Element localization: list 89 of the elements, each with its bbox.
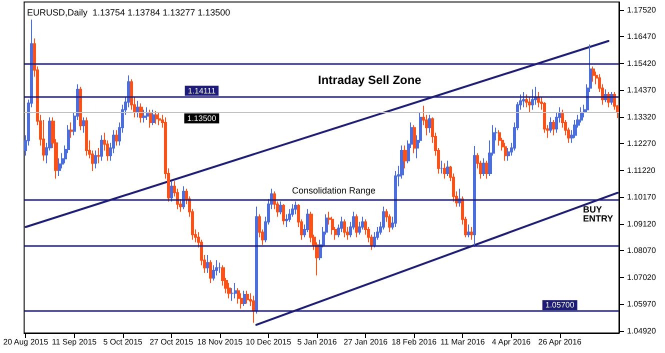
candlestick (252, 295, 255, 324)
text: EURUSD,Daily 1.13754 1.13784 1.13277 1.13500 (27, 8, 230, 18)
candlestick (209, 260, 212, 284)
y-tick-label: 1.16470 (627, 32, 656, 42)
y-tick-label: 1.09120 (627, 219, 656, 228)
y-tick-label: 1.15420 (627, 58, 656, 68)
x-tick-label: 26 Apr 2016 (538, 338, 582, 346)
x-tick-label: 27 Oct 2015 (150, 338, 194, 346)
candlestick (218, 262, 221, 274)
candlestick (355, 214, 358, 238)
x-tick-label: 27 Jan 2016 (344, 338, 388, 346)
candlestick (403, 144, 407, 169)
candlestick (473, 145, 476, 248)
candlestick (443, 162, 446, 180)
candlestick (142, 109, 146, 124)
ref-line-label: 1.14111 (188, 86, 216, 96)
candlestick (243, 290, 246, 306)
ref-line-label: 1.13500 (187, 114, 217, 123)
candlestick (136, 100, 140, 118)
x-tick-label: 20 Aug 2015 (3, 338, 49, 346)
candlestick (440, 160, 443, 174)
candlestick (97, 148, 100, 164)
candlestick (42, 119, 45, 162)
ref-line-label: 1.05700 (545, 300, 575, 310)
candlestick (528, 96, 531, 113)
annotation: Consolidation Range (292, 186, 376, 196)
candlestick (531, 88, 534, 110)
y-tick-label: 1.14370 (627, 86, 656, 95)
candlestick (470, 226, 473, 240)
candlestick (394, 170, 397, 228)
candlestick (413, 124, 416, 154)
candlestick (382, 206, 385, 230)
x-tick-label: 5 Oct 2015 (103, 338, 143, 346)
candlestick (592, 66, 595, 82)
y-tick-label: 1.13320 (627, 112, 656, 122)
candlestick (152, 109, 155, 126)
candlestick (446, 160, 449, 177)
candlestick (94, 150, 97, 169)
candlestick (537, 91, 540, 108)
candlestick (79, 86, 82, 131)
candlestick (146, 106, 149, 120)
candlestick (139, 102, 143, 124)
y-tick-label: 1.11220 (627, 166, 656, 175)
candlestick (549, 116, 552, 134)
candlestick (206, 254, 209, 274)
candlestick (170, 180, 173, 202)
candlestick (234, 282, 237, 299)
y-tick-label: 1.04920 (627, 326, 656, 336)
annotation: Intraday Sell Zone (318, 73, 422, 87)
candlestick (467, 224, 470, 238)
candlestick (482, 158, 485, 177)
candlestick (580, 106, 583, 124)
candlestick (504, 142, 507, 162)
x-tick-label: 5 Jan 2016 (297, 338, 338, 346)
candlestick (340, 216, 343, 233)
annotation: BUY ENTRY (583, 204, 614, 224)
y-tick-label: 1.05970 (627, 300, 656, 309)
y-tick-label: 1.10170 (627, 192, 656, 202)
candlestick (361, 216, 364, 230)
candlestick (246, 290, 249, 304)
x-tick-label: 11 Mar 2016 (440, 338, 486, 346)
candlestick (306, 208, 309, 233)
y-tick-label: 1.12270 (627, 139, 656, 148)
candlestick (82, 116, 85, 134)
y-tick-label: 1.17520 (627, 5, 656, 14)
candlestick (525, 94, 528, 108)
candlestick (100, 134, 103, 162)
x-tick-label: 10 Dec 2015 (246, 338, 292, 346)
candlestick (158, 112, 161, 126)
y-tick-label: 1.07020 (627, 272, 656, 282)
x-tick-label: 11 Sep 2015 (52, 338, 98, 346)
candlestick (70, 122, 73, 138)
candlestick (85, 116, 88, 156)
candlestick (115, 130, 118, 146)
candlestick (522, 91, 525, 108)
candlestick (358, 221, 361, 236)
candlestick (294, 201, 297, 215)
candlestick (279, 201, 282, 215)
candlestick (255, 206, 258, 314)
x-tick-label: 18 Nov 2015 (197, 338, 244, 346)
candlestick (282, 204, 285, 225)
candlestick (552, 119, 555, 136)
y-tick-label: 1.08070 (627, 246, 656, 256)
candlestick (149, 109, 152, 128)
x-tick-label: 18 Feb 2016 (392, 338, 438, 346)
x-tick-label: 4 Apr 2016 (492, 338, 532, 346)
candlestick (155, 110, 158, 124)
candlestick (428, 114, 431, 134)
candlestick (343, 218, 346, 238)
